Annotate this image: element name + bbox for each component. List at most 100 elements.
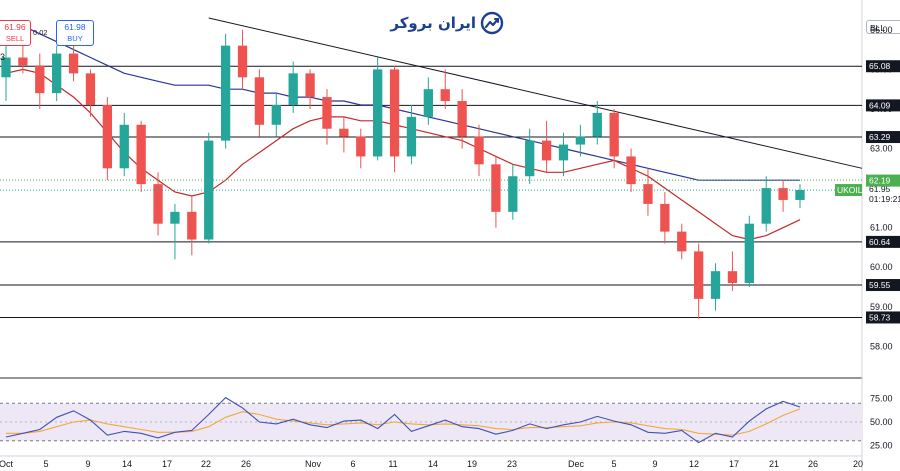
- candle-body: [1, 57, 11, 78]
- candle-body: [339, 128, 349, 137]
- candle-body: [389, 69, 400, 157]
- candle-body: [305, 73, 315, 98]
- time-tick-label: 22: [201, 459, 211, 469]
- time-tick-label: 17: [729, 459, 739, 469]
- candle-body: [778, 188, 788, 200]
- time-tick-label: 20: [853, 459, 863, 469]
- level-label: 64.09: [869, 100, 891, 110]
- time-tick-label: 5: [43, 459, 48, 469]
- candle-body: [525, 140, 535, 177]
- candle-body: [609, 112, 619, 157]
- candle-body: [643, 184, 653, 204]
- candle-body: [575, 136, 586, 145]
- level-badge: [866, 279, 900, 292]
- candle-body: [423, 89, 433, 117]
- price-pane[interactable]: [0, 0, 863, 471]
- time-tick-label: 9: [85, 459, 90, 469]
- sell-label: SELL: [5, 34, 25, 43]
- candle-body: [440, 89, 450, 102]
- buy-price: 61.98: [64, 22, 86, 32]
- trend-chart-icon: [480, 11, 504, 35]
- candle-body: [541, 140, 552, 161]
- candle-body: [508, 176, 518, 212]
- time-axis[interactable]: Oct 5 9 14 17 22 26 Nov 6 11 14 19 23 Dec 5 9 12 17 21 26 20: [0, 459, 863, 469]
- candle-body: [18, 57, 28, 66]
- symbol-label: UKOIL: [837, 185, 863, 195]
- price-tick-label: 58.00: [870, 341, 893, 351]
- level-badge: [866, 311, 900, 324]
- candle-body: [170, 211, 180, 224]
- rsi-tick-label: 25.00: [870, 440, 893, 450]
- price-badges: 65.08 64.09 63.29 60.64 59.55 58.73 UKOIL 61.95…: [0, 60, 900, 324]
- price-tick-label: 66.00: [870, 25, 893, 35]
- candle-body: [356, 136, 366, 157]
- time-tick-label: 23: [507, 459, 517, 469]
- rsi-tick-label: 75.00: [870, 394, 893, 404]
- candle-body: [761, 188, 771, 224]
- candle-body: [187, 211, 197, 240]
- moving-averages: [0, 25, 862, 241]
- candle-body: [322, 97, 332, 129]
- slow-moving-average: [6, 25, 800, 181]
- candle-body: [406, 116, 417, 157]
- time-tick-label: 6: [350, 459, 355, 469]
- spread-value: 0.02: [33, 28, 48, 37]
- sell-button[interactable]: 61.96 SELL: [0, 20, 31, 46]
- time-tick-label: Oct: [0, 459, 13, 469]
- order-quantity[interactable]: 3: [0, 52, 6, 62]
- rsi-line: [5, 396, 801, 444]
- level-label: 59.55: [869, 280, 891, 290]
- time-tick-label: 26: [808, 459, 818, 469]
- symbol-box[interactable]: BLL: [866, 20, 900, 34]
- candle-body: [727, 271, 738, 284]
- candle-body: [710, 271, 721, 299]
- current-price-label: 61.95: [869, 184, 891, 194]
- price-tick-label: 60.00: [870, 262, 893, 272]
- time-tick-label: 14: [122, 459, 132, 469]
- time-tick-label: Nov: [305, 459, 322, 469]
- ma-value-label: 62.19: [869, 176, 891, 186]
- symbol-badge: [835, 184, 862, 197]
- candle-body: [136, 124, 146, 185]
- candle-body: [220, 45, 231, 141]
- candle-body: [204, 140, 214, 240]
- candle-body: [677, 231, 687, 252]
- candle-body: [373, 69, 383, 157]
- time-tick-label: 5: [611, 459, 616, 469]
- candle-body: [457, 101, 467, 137]
- rsi-pane[interactable]: [0, 396, 862, 457]
- candle-body: [153, 184, 163, 224]
- current-price-badge: [866, 183, 900, 206]
- candle-body: [558, 144, 569, 161]
- candle-body: [52, 53, 62, 94]
- candle-body: [85, 73, 96, 105]
- candle-body: [626, 156, 636, 185]
- level-badge: [866, 131, 900, 144]
- candle-body: [271, 105, 281, 125]
- candle-body: [237, 45, 248, 78]
- rsi-tick-label: 50.00: [870, 417, 893, 427]
- candle-body: [35, 65, 45, 94]
- candle-body: [693, 251, 704, 299]
- price-tick-label: 61.00: [870, 223, 893, 233]
- candle-body: [660, 203, 670, 232]
- trendline[interactable]: [208, 17, 863, 169]
- buy-button[interactable]: 61.98 BUY: [56, 20, 94, 46]
- time-tick-label: 17: [162, 459, 172, 469]
- time-tick-label: 19: [467, 459, 477, 469]
- brand-logo-text: ایران بروکر: [389, 14, 476, 32]
- broker-logo: ایران بروکر: [389, 11, 504, 35]
- time-tick-label: 26: [241, 459, 251, 469]
- candle-body: [119, 124, 129, 169]
- candle-body: [474, 136, 484, 165]
- price-tick-label: 59.00: [870, 302, 893, 312]
- level-badge: [866, 60, 900, 73]
- level-label: 65.08: [869, 61, 891, 71]
- price-tick-label: 63.00: [870, 144, 893, 154]
- time-tick-label: 9: [652, 459, 657, 469]
- level-badge: [866, 99, 900, 112]
- buy-label: BUY: [67, 34, 83, 43]
- trendline-segment: [208, 17, 863, 169]
- candle-body: [491, 164, 501, 212]
